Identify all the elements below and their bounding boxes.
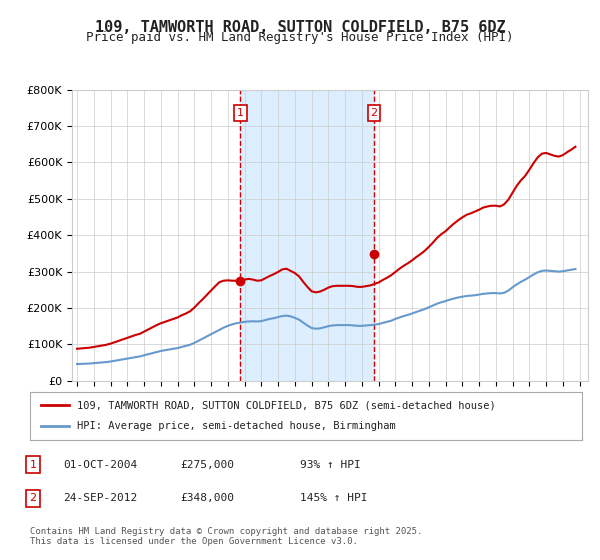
Text: 01-OCT-2004: 01-OCT-2004 [63, 460, 137, 470]
Bar [241, 90, 374, 381]
Text: 145% ↑ HPI: 145% ↑ HPI [300, 493, 367, 503]
Text: £348,000: £348,000 [180, 493, 234, 503]
Text: 93% ↑ HPI: 93% ↑ HPI [300, 460, 361, 470]
Text: 2: 2 [370, 108, 377, 118]
Text: £275,000: £275,000 [180, 460, 234, 470]
Text: 1: 1 [29, 460, 37, 470]
Text: Price paid vs. HM Land Registry's House Price Index (HPI): Price paid vs. HM Land Registry's House … [86, 31, 514, 44]
Text: 109, TAMWORTH ROAD, SUTTON COLDFIELD, B75 6DZ: 109, TAMWORTH ROAD, SUTTON COLDFIELD, B7… [95, 20, 505, 35]
Text: HPI: Average price, semi-detached house, Birmingham: HPI: Average price, semi-detached house,… [77, 421, 395, 431]
Text: 24-SEP-2012: 24-SEP-2012 [63, 493, 137, 503]
Text: 109, TAMWORTH ROAD, SUTTON COLDFIELD, B75 6DZ (semi-detached house): 109, TAMWORTH ROAD, SUTTON COLDFIELD, B7… [77, 400, 496, 410]
Text: Contains HM Land Registry data © Crown copyright and database right 2025.
This d: Contains HM Land Registry data © Crown c… [30, 526, 422, 546]
Text: 2: 2 [29, 493, 37, 503]
Text: 1: 1 [237, 108, 244, 118]
